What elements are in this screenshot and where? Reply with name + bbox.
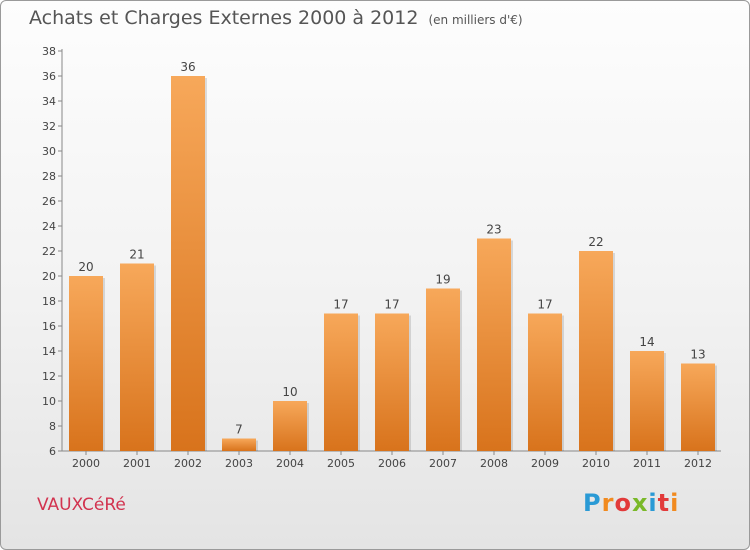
bar	[273, 401, 307, 451]
y-tick-label: 22	[42, 245, 56, 258]
x-tick-label: 2001	[123, 457, 151, 470]
x-tick-label: 2009	[531, 457, 559, 470]
bar-value-label: 17	[333, 298, 348, 312]
bar-value-label: 17	[384, 298, 399, 312]
bar-value-label: 7	[235, 423, 243, 437]
x-tick-label: 2002	[174, 457, 202, 470]
proxiti-logo: Proxiti	[583, 489, 679, 517]
y-tick-label: 16	[42, 320, 56, 333]
bar	[171, 76, 205, 451]
x-tick-label: 2011	[633, 457, 661, 470]
bar-value-label: 23	[486, 223, 501, 237]
bar	[681, 363, 715, 451]
y-tick-label: 34	[42, 95, 56, 108]
x-tick-label: 2003	[225, 457, 253, 470]
bar-value-label: 17	[537, 298, 552, 312]
bar	[324, 313, 358, 451]
proxiti-logo-letter: x	[631, 489, 649, 517]
bar	[375, 313, 409, 451]
bar-value-label: 36	[180, 60, 195, 74]
y-tick-label: 20	[42, 270, 56, 283]
x-tick-label: 2004	[276, 457, 304, 470]
bar-value-label: 21	[129, 248, 144, 262]
x-tick-label: 2008	[480, 457, 508, 470]
bar	[579, 251, 613, 451]
x-tick-label: 2000	[72, 457, 100, 470]
y-tick-label: 12	[42, 370, 56, 383]
chart-labels: 20 2000 21 2001 36 2002 7 2003 10 2004 17 2005 17 200…	[72, 60, 712, 470]
x-tick-label: 2005	[327, 457, 355, 470]
y-tick-label: 6	[49, 445, 56, 458]
bar-value-label: 19	[435, 273, 450, 287]
proxiti-logo-letter: i	[648, 489, 658, 517]
proxiti-logo-letter: P	[583, 489, 602, 517]
y-tick-label: 26	[42, 195, 56, 208]
bar	[528, 313, 562, 451]
bar	[69, 276, 103, 451]
y-tick-label: 24	[42, 220, 56, 233]
proxiti-logo-letter: o	[614, 489, 632, 517]
bar-value-label: 13	[690, 348, 705, 362]
commune-name: VAUXCéRé	[37, 495, 126, 515]
bar	[426, 288, 460, 451]
bar-value-label: 10	[282, 385, 297, 399]
bar	[120, 263, 154, 451]
x-tick-label: 2006	[378, 457, 406, 470]
bar	[222, 438, 256, 451]
y-tick-label: 14	[42, 345, 56, 358]
x-tick-label: 2010	[582, 457, 610, 470]
y-tick-label: 10	[42, 395, 56, 408]
y-tick-label: 18	[42, 295, 56, 308]
chart-subtitle: (en milliers d'€)	[428, 13, 523, 27]
proxiti-logo-letter: r	[601, 489, 615, 517]
y-tick-label: 32	[42, 120, 56, 133]
bar	[630, 351, 664, 451]
x-tick-label: 2007	[429, 457, 457, 470]
bar-value-label: 20	[78, 260, 93, 274]
chart-bars	[69, 76, 717, 451]
proxiti-logo-letter: i	[670, 489, 680, 517]
y-tick-label: 30	[42, 145, 56, 158]
proxiti-logo-letter: t	[657, 489, 671, 517]
chart-title: Achats et Charges Externes 2000 à 2012 (e…	[29, 7, 523, 29]
y-tick-label: 38	[42, 45, 56, 58]
x-tick-label: 2012	[684, 457, 712, 470]
y-tick-label: 8	[49, 420, 56, 433]
bar-value-label: 22	[588, 235, 603, 249]
y-tick-label: 36	[42, 70, 56, 83]
bar-value-label: 14	[639, 335, 654, 349]
y-tick-label: 28	[42, 170, 56, 183]
chart-title-text: Achats et Charges Externes 2000 à 2012	[29, 7, 419, 29]
bar	[477, 238, 511, 451]
